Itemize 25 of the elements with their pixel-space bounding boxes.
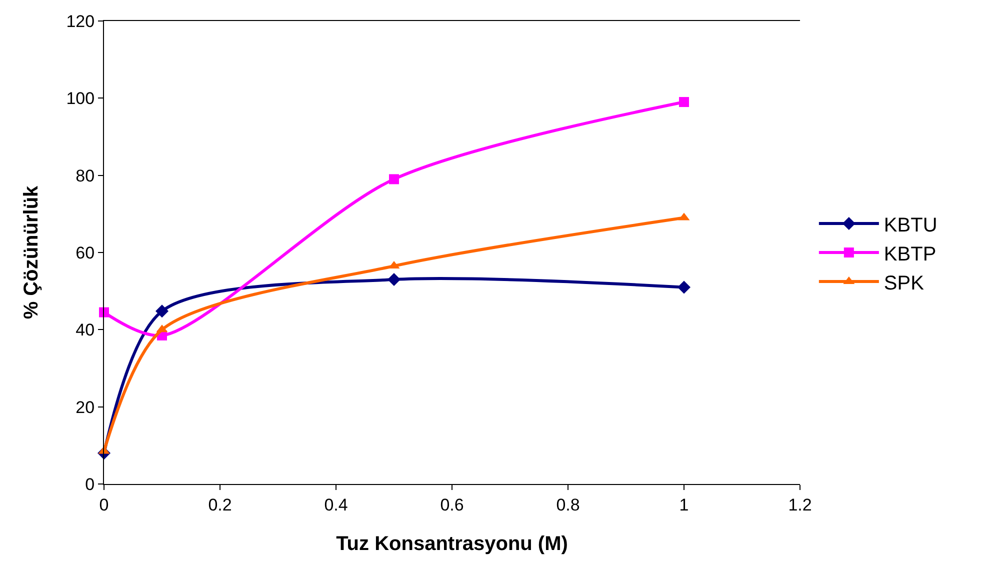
x-tick-label: 0.6 — [440, 495, 464, 514]
x-axis-title: Tuz Konsantrasyonu (M) — [336, 532, 568, 555]
point — [388, 273, 400, 286]
y-tick-label: 20 — [76, 398, 95, 417]
legend-label: SPK — [884, 272, 925, 294]
legend-label: KBTU — [884, 214, 938, 236]
x-tick-label: 0 — [99, 495, 109, 514]
y-tick-label: 120 — [66, 12, 95, 31]
y-tick-label: 100 — [66, 89, 95, 108]
x-tick-label: 0.8 — [556, 495, 580, 514]
point — [678, 280, 690, 294]
point — [99, 307, 109, 318]
y-tick-label: 40 — [76, 320, 95, 340]
point — [156, 304, 168, 318]
point — [389, 174, 399, 184]
x-tick-label: 0.2 — [208, 495, 232, 514]
y-tick-label: 80 — [76, 166, 95, 186]
y-axis-title: % Çözünürlük — [20, 184, 43, 320]
legend-label: KBTP — [884, 243, 936, 266]
x-tick-label: 0.4 — [324, 495, 348, 514]
y-tick-label: 0 — [85, 474, 95, 494]
x-tick-label: 1 — [679, 495, 689, 514]
x-tick-label: 1.2 — [788, 495, 812, 514]
point — [679, 97, 689, 108]
y-tick-label: 60 — [76, 243, 95, 262]
